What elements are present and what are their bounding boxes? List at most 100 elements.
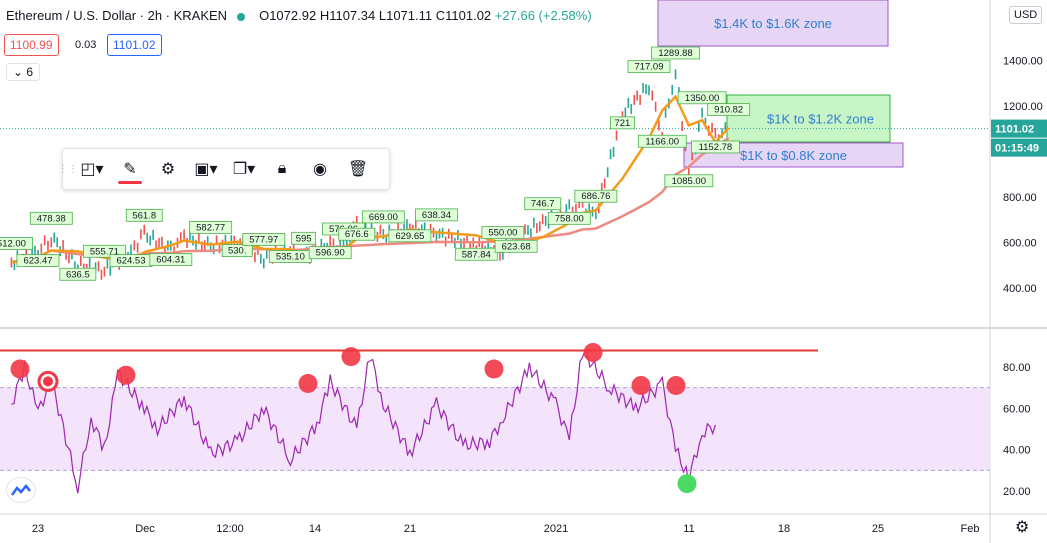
price-callout: 910.82	[714, 105, 743, 116]
countdown-badge	[991, 138, 1047, 157]
price-callout-box	[494, 239, 538, 253]
price-callout-box	[707, 103, 751, 117]
zone-box	[726, 94, 891, 143]
time-tick-label: 11	[683, 523, 694, 535]
drag-handle-icon[interactable]: ⋮⋮	[58, 163, 78, 175]
ohlc-close: C1101.02	[435, 8, 492, 23]
current-price-label: 1101.02	[995, 124, 1034, 136]
rsi-tick-label: 60.00	[1003, 403, 1031, 415]
ohlc-high: H1107.34	[319, 8, 376, 23]
price-callout-box	[149, 253, 193, 266]
price-callout: 669.00	[369, 212, 398, 223]
chart-header: Ethereum / U.S. Dollar · 2h · KRAKEN O107…	[6, 8, 592, 23]
price-callout: 478.38	[37, 213, 66, 224]
price-callout-box	[59, 267, 97, 281]
buy-button[interactable]: 1101.02	[107, 34, 162, 56]
price-callout-box	[308, 246, 352, 260]
price-callout: 1166.00	[645, 136, 679, 147]
trough-marker	[677, 474, 697, 494]
currency-button[interactable]: USD	[1009, 6, 1043, 24]
peak-marker	[631, 376, 651, 396]
price-callout-box	[690, 140, 740, 154]
price-callout: 717.09	[634, 62, 663, 73]
price-callout: 721	[614, 118, 630, 129]
time-tick-label: 18	[778, 523, 790, 535]
time-tick-label: 21	[404, 523, 416, 535]
price-callout: 636.5	[66, 269, 90, 280]
template-icon: ▣▾	[194, 161, 218, 178]
rsi-tick-label: 20.00	[1003, 486, 1031, 498]
peak-marker	[341, 347, 361, 367]
visibility-button[interactable]: ◉	[301, 149, 339, 189]
price-callout: 595	[296, 233, 312, 244]
price-callout: 1350.00	[685, 93, 719, 104]
sell-button[interactable]: 1100.99	[4, 34, 59, 56]
price-callout-box	[524, 197, 562, 211]
layout-icon: ◰▾	[80, 161, 104, 178]
delete-button[interactable]: 🗑︎	[339, 149, 377, 189]
current-price-badge	[991, 119, 1047, 138]
market-status-icon	[237, 12, 246, 21]
price-callout: 624.53	[116, 256, 145, 267]
price-callout-box	[481, 226, 525, 240]
time-tick-label: 23	[32, 523, 44, 535]
price-callout-box	[189, 220, 233, 234]
price-callout: 535.10	[276, 252, 305, 263]
brush-icon: ✎	[123, 161, 137, 178]
price-callout: 686.76	[581, 191, 610, 202]
price-callout: 582.77	[196, 222, 225, 233]
price-callout: 577.97	[249, 234, 278, 245]
price-callout: 623.47	[23, 256, 52, 267]
template-button[interactable]: ▣▾	[187, 149, 225, 189]
rsi-tick-label: 40.00	[1003, 445, 1031, 457]
time-tick-label: 14	[309, 523, 321, 535]
price-callout: 623.68	[502, 241, 531, 252]
price-callout-box	[610, 116, 635, 130]
price-callout-box	[637, 134, 687, 148]
price-callout-box	[415, 208, 458, 222]
price-callout-box	[651, 46, 700, 60]
layout-button[interactable]: ◰▾	[73, 149, 111, 189]
ohlc-open: O1072.92	[259, 8, 317, 23]
indicators-toggle[interactable]: ⌄ 6	[6, 63, 41, 81]
rsi-line	[11, 349, 716, 494]
price-callout: 676.6	[345, 229, 369, 240]
clone-button[interactable]: ❐▾	[225, 149, 263, 189]
peak-marker	[43, 376, 53, 387]
chart-settings-gear-icon[interactable]: ⚙	[1015, 519, 1030, 536]
time-tick-label: Dec	[135, 523, 155, 535]
price-callout-box	[547, 211, 591, 225]
brush-button[interactable]: ✎	[111, 149, 149, 189]
logo-icon	[11, 484, 31, 496]
tradingview-logo[interactable]	[6, 477, 36, 503]
peak-marker	[116, 365, 136, 385]
price-callout: 1085.00	[672, 176, 706, 187]
price-callout-box	[338, 227, 376, 241]
price-callout: 1289.88	[658, 48, 692, 59]
price-callout-box	[361, 210, 405, 224]
time-tick-label: 12:00	[216, 523, 244, 535]
price-tick-label: 800.00	[1003, 192, 1037, 204]
time-tick-label: 2021	[544, 523, 568, 535]
price-callout-box	[627, 60, 671, 74]
ohlc-low: L1071.11	[378, 8, 433, 23]
time-tick-label: 25	[872, 523, 884, 535]
time-tick-label: Feb	[961, 523, 980, 535]
price-callout: 604.31	[156, 254, 185, 265]
price-callout-box	[242, 233, 286, 246]
zone-label: $1K to $1.2K zone	[767, 112, 874, 127]
eye-icon: ◉	[313, 161, 327, 178]
gear-icon: ⚙	[160, 161, 176, 178]
spread-value: 0.03	[75, 39, 97, 51]
price-callout-box	[16, 254, 60, 268]
price-callout: 555.71	[90, 246, 119, 257]
peak-marker	[666, 376, 686, 396]
price-tick-label: 1200.00	[1003, 101, 1043, 113]
settings-button[interactable]: ⚙	[149, 149, 187, 189]
zone-label: $1K to $0.8K zone	[740, 148, 847, 163]
lock-button[interactable]: 🔒︎	[263, 149, 301, 189]
price-callout-box	[574, 189, 618, 203]
price-callout: 561.8	[132, 210, 156, 221]
ohlc-change: +27.66 (+2.58%)	[494, 8, 592, 23]
